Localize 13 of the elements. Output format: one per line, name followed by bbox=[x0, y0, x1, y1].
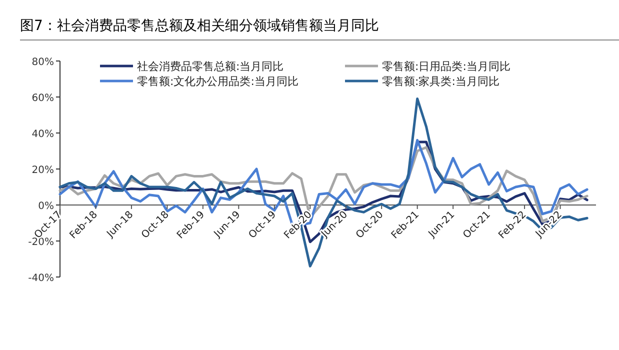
legend-label: 零售额:家具类:当月同比 bbox=[382, 75, 500, 88]
y-tick-label: 0% bbox=[38, 201, 54, 212]
y-tick-label: 80% bbox=[32, 57, 54, 68]
legend-label: 零售额:文化办公用品类:当月同比 bbox=[137, 75, 298, 88]
y-tick-label: -40% bbox=[28, 273, 54, 284]
y-tick-label: 60% bbox=[32, 93, 54, 104]
chart-title: 图7：社会消费品零售总额及相关细分领域销售额当月同比 bbox=[20, 18, 379, 34]
legend-label: 零售额:日用品类:当月同比 bbox=[382, 60, 510, 73]
y-tick-label: -20% bbox=[28, 237, 54, 248]
line-series bbox=[58, 98, 588, 268]
y-tick-label: 20% bbox=[32, 165, 54, 176]
y-tick-label: 40% bbox=[32, 129, 54, 140]
legend-label: 社会消费品零售总额:当月同比 bbox=[137, 60, 284, 73]
